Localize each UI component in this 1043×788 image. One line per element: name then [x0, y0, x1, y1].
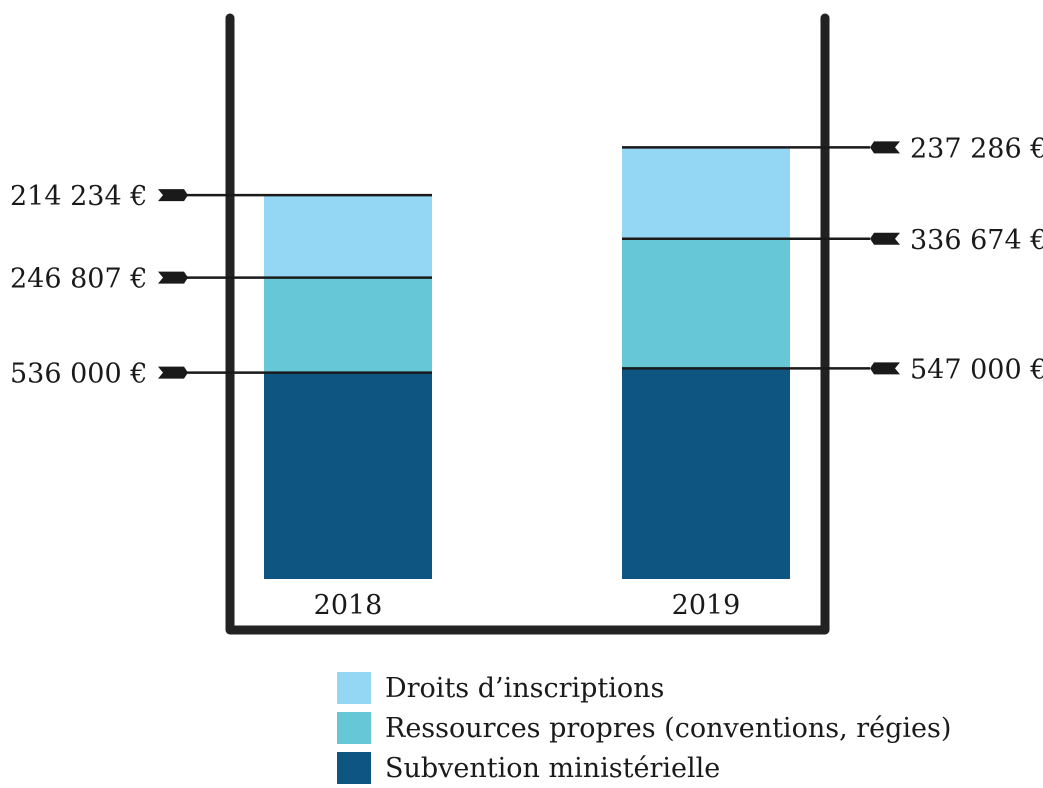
bar-segment — [622, 147, 790, 238]
legend-swatch — [337, 752, 371, 784]
legend-label: Ressources propres (conventions, régies) — [385, 713, 951, 744]
bar-segment — [264, 278, 432, 373]
arrow-marker — [870, 233, 900, 245]
legend-item: Subvention ministérielle — [337, 748, 951, 788]
value-label: 237 286 € — [910, 133, 1043, 164]
legend-label: Droits d’inscriptions — [385, 673, 664, 704]
bar-segment — [264, 195, 432, 277]
arrow-marker — [158, 189, 188, 201]
value-labels-layer: 536 000 € 246 807 € 214 234 € 547 000 € 336 … — [10, 133, 1043, 389]
arrow-marker — [870, 362, 900, 374]
legend-label: Subvention ministérielle — [385, 753, 720, 784]
category-labels-layer: 2018 2019 — [314, 590, 741, 621]
category-label: 2018 — [314, 590, 383, 621]
bar-segment — [622, 239, 790, 369]
legend-item: Ressources propres (conventions, régies) — [337, 708, 951, 748]
legend-swatch — [337, 712, 371, 744]
legend-swatch — [337, 672, 371, 704]
legend: Droits d’inscriptions Ressources propres… — [337, 668, 951, 788]
arrow-marker — [158, 367, 188, 379]
bar-segment — [264, 373, 432, 579]
value-label: 536 000 € — [10, 359, 147, 390]
arrow-marker — [158, 272, 188, 284]
legend-item: Droits d’inscriptions — [337, 668, 951, 708]
category-label: 2019 — [672, 590, 741, 621]
value-label: 214 234 € — [10, 181, 147, 212]
value-label: 246 807 € — [10, 264, 147, 295]
value-label: 547 000 € — [910, 354, 1043, 385]
arrow-marker — [870, 141, 900, 153]
value-label: 336 674 € — [910, 225, 1043, 256]
bars-layer — [264, 147, 790, 579]
bar-segment — [622, 368, 790, 579]
